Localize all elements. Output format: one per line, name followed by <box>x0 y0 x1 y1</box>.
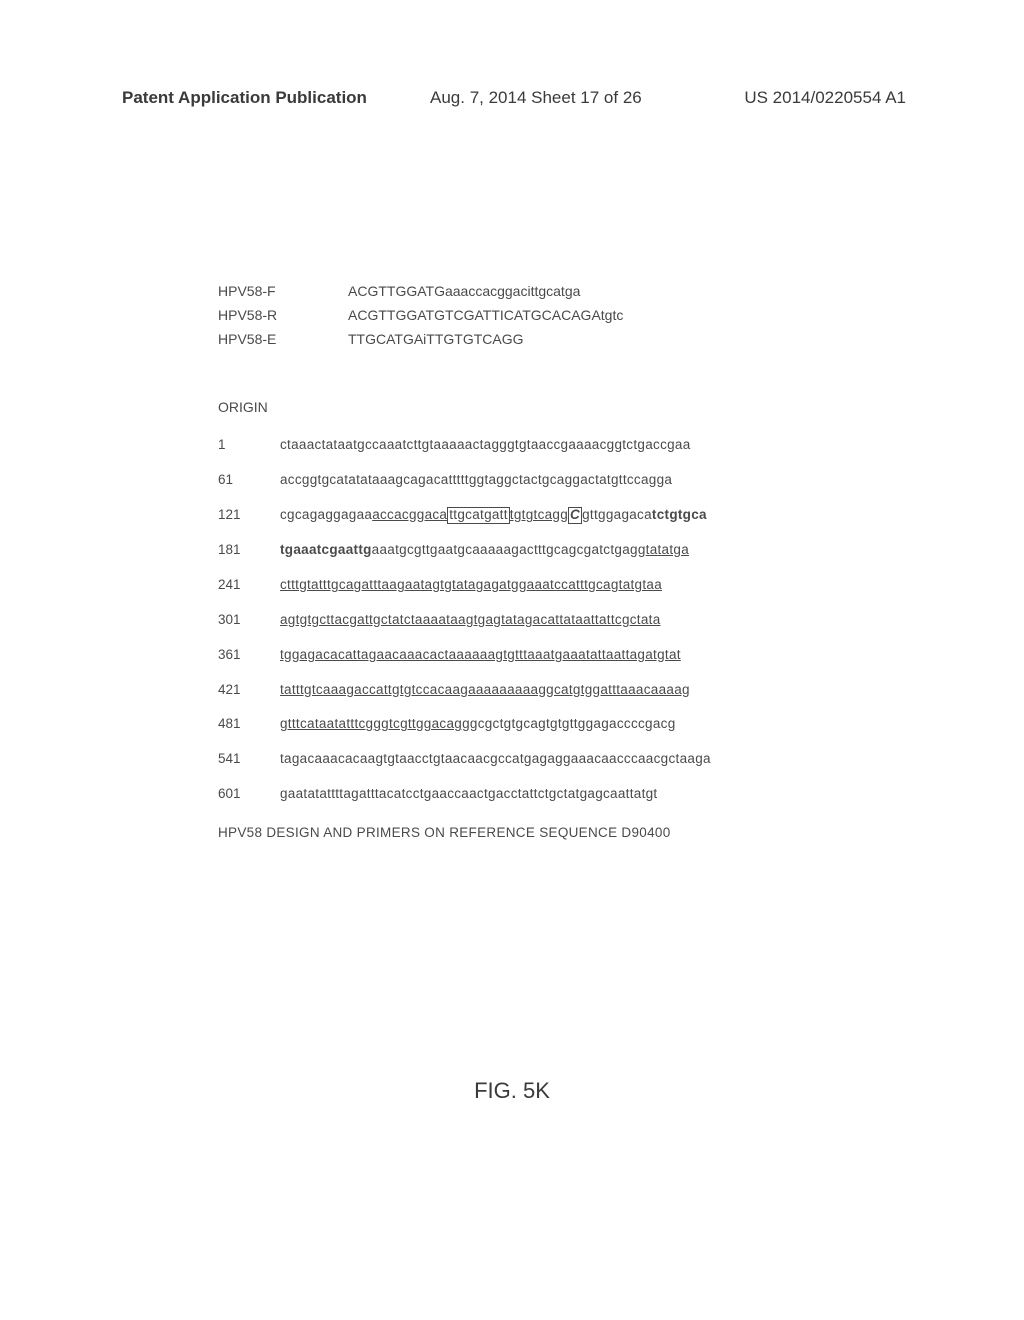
sequence-segment: C <box>568 507 582 524</box>
sequence-text: agtgtgcttacgattgctatctaaaataagtgagtataga… <box>280 612 661 629</box>
sequence-row: 361tggagacacattagaacaaacactaaaaaagtgttta… <box>218 647 858 664</box>
sequence-position: 481 <box>218 716 280 733</box>
sequence-segment: tgaaatcgaattg <box>280 542 372 557</box>
sequence-segment: cgcagaggagaa <box>280 507 372 522</box>
sequence-segment: tgtgtcagg <box>510 507 568 522</box>
primer-row: HPV58-ETTGCATGAiTTGTGTCAGG <box>218 328 858 352</box>
sequence-segment: gttggagaca <box>582 507 652 522</box>
sequence-segment: tatatga <box>646 542 689 557</box>
sequence-segment: tctgtgca <box>652 507 707 522</box>
sequence-segment: ggcgctgtgcagtgtgttggagaccccgacg <box>462 716 675 731</box>
sequence-text: ctaaactataatgccaaatcttgtaaaaactagggtgtaa… <box>280 437 691 454</box>
figure-caption: HPV58 DESIGN AND PRIMERS ON REFERENCE SE… <box>218 825 858 840</box>
sequence-segment: tatttgtcaaagaccattgtgtccacaagaaaaaaaaagg… <box>280 682 690 697</box>
sequence-position: 121 <box>218 507 280 524</box>
primer-label: HPV58-R <box>218 304 348 328</box>
sequence-text: tgaaatcgaattgaaatgcgttgaatgcaaaaagactttg… <box>280 542 689 559</box>
primer-row: HPV58-RACGTTGGATGTCGATTICATGCACAGAtgtc <box>218 304 858 328</box>
sequence-text: tagacaaacacaagtgtaacctgtaacaacgccatgagag… <box>280 751 711 768</box>
primer-sequence: ACGTTGGATGaaaccacggacittgcatga <box>348 280 580 304</box>
sequence-row: 481gtttcataatatttcgggtcgttggacagggcgctgt… <box>218 716 858 733</box>
primer-block: HPV58-FACGTTGGATGaaaccacggacittgcatgaHPV… <box>218 280 858 351</box>
sequence-position: 541 <box>218 751 280 768</box>
figure-label: FIG. 5K <box>0 1078 1024 1104</box>
sequence-row: 181tgaaatcgaattgaaatgcgttgaatgcaaaaagact… <box>218 542 858 559</box>
sequence-text: accggtgcatatataaagcagacatttttggtaggctact… <box>280 472 672 489</box>
sequence-block: 1ctaaactataatgccaaatcttgtaaaaactagggtgta… <box>218 437 858 803</box>
sequence-text: ctttgtatttgcagatttaagaatagtgtatagagatgga… <box>280 577 662 594</box>
sequence-text: tggagacacattagaacaaacactaaaaaagtgtttaaat… <box>280 647 681 664</box>
sequence-text: tatttgtcaaagaccattgtgtccacaagaaaaaaaaagg… <box>280 682 690 699</box>
primer-label: HPV58-F <box>218 280 348 304</box>
sequence-position: 61 <box>218 472 280 489</box>
sequence-position: 421 <box>218 682 280 699</box>
sequence-row: 601gaatatattttagatttacatcctgaaccaactgacc… <box>218 786 858 803</box>
sequence-position: 181 <box>218 542 280 559</box>
sequence-position: 301 <box>218 612 280 629</box>
primer-sequence: TTGCATGAiTTGTGTCAGG <box>348 328 524 352</box>
sequence-segment: tggagacacattagaacaaacactaaaaaagtgtttaaat… <box>280 647 681 662</box>
sequence-segment: gaatatattttagatttacatcctgaaccaactgacctat… <box>280 786 657 801</box>
primer-row: HPV58-FACGTTGGATGaaaccacggacittgcatga <box>218 280 858 304</box>
sequence-text: gtttcataatatttcgggtcgttggacagggcgctgtgca… <box>280 716 676 733</box>
header-center: Aug. 7, 2014 Sheet 17 of 26 <box>430 88 642 108</box>
header-right: US 2014/0220554 A1 <box>744 88 906 108</box>
sequence-segment: tagacaaacacaagtgtaacctgtaacaacgccatgagag… <box>280 751 711 766</box>
sequence-segment: agtgtgcttacgattgctatctaaaataagtgagtataga… <box>280 612 661 627</box>
sequence-text: gaatatattttagatttacatcctgaaccaactgacctat… <box>280 786 657 803</box>
sequence-row: 61accggtgcatatataaagcagacatttttggtaggcta… <box>218 472 858 489</box>
sequence-row: 421tatttgtcaaagaccattgtgtccacaagaaaaaaaa… <box>218 682 858 699</box>
sequence-segment: accacggaca <box>372 507 447 522</box>
sequence-position: 361 <box>218 647 280 664</box>
sequence-segment: gtttcataatatttcgggtcgttggacag <box>280 716 462 731</box>
origin-label: ORIGIN <box>218 399 858 415</box>
sequence-row: 301agtgtgcttacgattgctatctaaaataagtgagtat… <box>218 612 858 629</box>
sequence-segment: ttgcatgatt <box>447 507 510 524</box>
sequence-position: 241 <box>218 577 280 594</box>
sequence-row: 1ctaaactataatgccaaatcttgtaaaaactagggtgta… <box>218 437 858 454</box>
sequence-position: 1 <box>218 437 280 454</box>
sequence-segment: aaatgcgttgaatgcaaaaagactttgcagcgatctgagg <box>372 542 646 557</box>
primer-sequence: ACGTTGGATGTCGATTICATGCACAGAtgtc <box>348 304 623 328</box>
sequence-row: 241ctttgtatttgcagatttaagaatagtgtatagagat… <box>218 577 858 594</box>
sequence-row: 121cgcagaggagaaaccacggacattgcatgatttgtgt… <box>218 507 858 524</box>
primer-label: HPV58-E <box>218 328 348 352</box>
sequence-segment: ctaaactataatgccaaatcttgtaaaaactagggtgtaa… <box>280 437 691 452</box>
sequence-position: 601 <box>218 786 280 803</box>
sequence-segment: accggtgcatatataaagcagacatttttggtaggctact… <box>280 472 672 487</box>
sequence-row: 541tagacaaacacaagtgtaacctgtaacaacgccatga… <box>218 751 858 768</box>
sequence-segment: ctttgtatttgcagatttaagaatagtgtatagagatgga… <box>280 577 662 592</box>
content-block: HPV58-FACGTTGGATGaaaccacggacittgcatgaHPV… <box>218 280 858 840</box>
sequence-text: cgcagaggagaaaccacggacattgcatgatttgtgtcag… <box>280 507 707 524</box>
header-left: Patent Application Publication <box>122 88 367 108</box>
